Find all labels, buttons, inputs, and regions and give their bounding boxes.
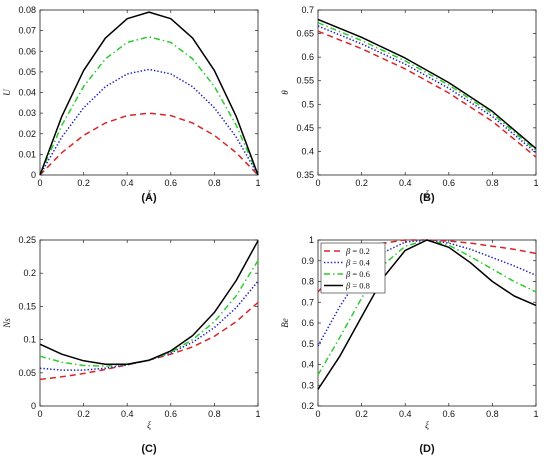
legend-box <box>320 242 386 294</box>
x-tick-label: 0.8 <box>208 178 221 188</box>
x-axis-label: ξ <box>425 420 429 430</box>
panel-A: 0 0.2 0.4 0.6 0.8 1 0 0.01 0.02 0.03 0.04 0.05 0.06 0… <box>2 5 261 204</box>
series-line-3 <box>317 22 537 152</box>
x-tick-label: 0.6 <box>443 178 456 188</box>
y-axis-label: U <box>2 89 12 96</box>
series-line-2 <box>39 68 259 176</box>
y-axis-label: Ns <box>2 318 12 329</box>
plot-area <box>317 9 537 176</box>
x-tick-label: 0.2 <box>77 409 90 419</box>
panel-caption: (B) <box>419 192 435 204</box>
series-line-3 <box>39 36 259 176</box>
x-tick-label: 0.8 <box>486 178 499 188</box>
panel-D: 0 0.2 0.4 0.6 0.8 10.20.30.40.50.60.70.80.91ξ… <box>280 235 539 455</box>
y-tick-label: 0.5 <box>301 99 314 109</box>
x-tick-label: 0.6 <box>165 178 178 188</box>
x-tick-label: 0.4 <box>399 409 412 419</box>
y-tick-label: 0.45 <box>296 123 314 133</box>
x-tick-label: 0.4 <box>121 409 134 419</box>
x-tick-label: 0.8 <box>208 409 221 419</box>
y-tick-label: 0.4 <box>301 146 314 156</box>
y-tick-label: 0.25 <box>18 235 36 245</box>
series-line-4 <box>317 18 537 150</box>
x-tick-label: 1 <box>255 178 260 188</box>
series-line-4 <box>39 240 259 365</box>
panel-C: 0 0.2 0.4 0.6 0.8 1 0 0.05 0.1 0.15 0.2 0.25 ξ Ns (C) <box>2 235 261 455</box>
x-tick-label: 0.6 <box>165 409 178 419</box>
x-tick-label: 0 <box>37 409 42 419</box>
y-tick-label: 1 <box>309 235 314 245</box>
y-tick-label: 0.03 <box>18 108 36 118</box>
x-tick-label: 0 <box>37 178 42 188</box>
y-tick-label: 0.08 <box>18 5 36 15</box>
x-tick-label: 0.2 <box>77 178 90 188</box>
panel-B: 0 0.2 0.4 0.6 0.8 1 0.35 0.4 0.45 0.5 0.55 0.6 0.65 0… <box>280 5 539 204</box>
plot-area <box>39 9 259 176</box>
x-tick-label: 0.4 <box>121 178 134 188</box>
y-tick-label: 0.1 <box>23 335 36 345</box>
y-tick-label: 0.05 <box>18 67 36 77</box>
y-tick-label: 0.6 <box>301 52 314 62</box>
legend-symbol: β <box>345 269 351 279</box>
y-tick-label: 0.6 <box>301 318 314 328</box>
plot-area <box>39 239 259 407</box>
y-tick-label: 0.2 <box>301 401 314 411</box>
y-tick-label: 0.3 <box>301 380 314 390</box>
legend-value: = 0.2 <box>350 246 370 256</box>
legend-entry: β = 0.8 <box>345 281 370 291</box>
legend-symbol: β <box>345 281 351 291</box>
y-tick-label: 0.35 <box>296 170 314 180</box>
x-tick-label: 1 <box>533 178 538 188</box>
legend-symbol: β <box>345 246 351 256</box>
y-tick-label: 0.07 <box>18 26 36 36</box>
y-tick-label: 0.05 <box>18 368 36 378</box>
y-tick-label: 0 <box>31 401 36 411</box>
panel-caption: (D) <box>419 443 435 455</box>
x-axis-label: ξ <box>147 420 151 430</box>
y-tick-label: 0.7 <box>301 297 314 307</box>
y-tick-label: 0.5 <box>301 339 314 349</box>
x-tick-label: 0.4 <box>399 178 412 188</box>
y-tick-label: 0.7 <box>301 5 314 15</box>
y-axis-label: Be <box>280 318 290 328</box>
legend-entry: β = 0.2 <box>345 246 370 256</box>
series-line-4 <box>39 11 259 176</box>
legend-entry: β = 0.4 <box>345 258 371 268</box>
series-line-2 <box>317 25 537 154</box>
x-tick-label: 0 <box>315 409 320 419</box>
legend: β = 0.2β = 0.4β = 0.6β = 0.8 <box>320 242 386 294</box>
y-tick-label: 0 <box>31 170 36 180</box>
y-axis-label: θ <box>280 90 290 95</box>
series-line-4 <box>317 239 537 390</box>
x-tick-label: 0.2 <box>355 178 368 188</box>
y-tick-label: 0.65 <box>296 29 314 39</box>
panel-caption: (C) <box>141 443 157 455</box>
y-tick-label: 0.9 <box>301 256 314 266</box>
x-tick-label: 0.8 <box>486 409 499 419</box>
y-tick-label: 0.04 <box>18 88 36 98</box>
legend-value: = 0.4 <box>350 258 370 268</box>
x-tick-label: 0.2 <box>355 409 368 419</box>
y-tick-label: 0.02 <box>18 129 36 139</box>
legend-value: = 0.6 <box>350 269 370 279</box>
x-tick-label: 1 <box>533 409 538 419</box>
legend-symbol: β <box>345 258 351 268</box>
x-tick-label: 1 <box>255 409 260 419</box>
y-tick-label: 0.2 <box>23 268 36 278</box>
x-axis-label: ξ <box>147 189 151 199</box>
y-tick-label: 0.8 <box>301 277 314 287</box>
y-tick-label: 0.15 <box>18 301 36 311</box>
y-tick-label: 0.55 <box>296 76 314 86</box>
x-tick-label: 0 <box>315 178 320 188</box>
y-tick-label: 0.06 <box>18 46 36 56</box>
legend-entry: β = 0.6 <box>345 269 370 279</box>
panel-caption: (A) <box>141 192 157 204</box>
x-tick-label: 0.6 <box>443 409 456 419</box>
x-axis-label: ξ <box>425 189 429 199</box>
legend-value: = 0.8 <box>350 281 370 291</box>
y-tick-label: 0.01 <box>18 149 36 159</box>
y-tick-label: 0.4 <box>301 360 314 370</box>
